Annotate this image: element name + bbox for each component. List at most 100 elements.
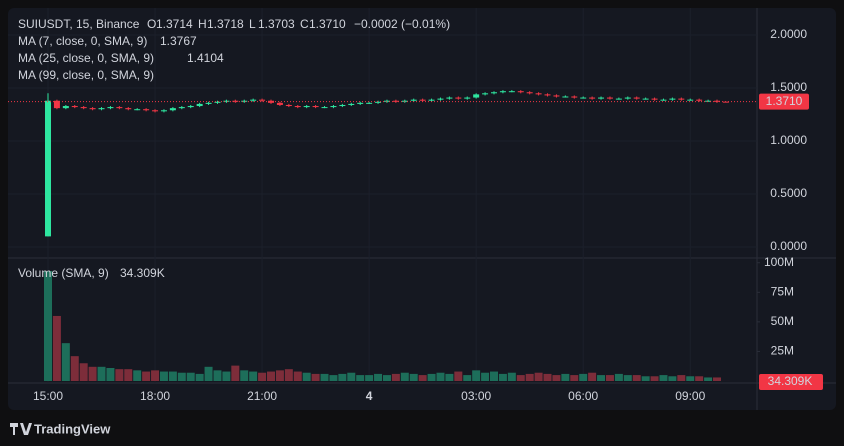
last-price-label: 1.3710 bbox=[766, 94, 803, 108]
candle-body bbox=[169, 108, 176, 111]
candle-body bbox=[446, 97, 453, 99]
candle-body bbox=[669, 98, 676, 100]
candle-body bbox=[375, 101, 382, 103]
candle-body bbox=[303, 106, 310, 108]
candle-body bbox=[482, 93, 489, 95]
volume-bar bbox=[124, 369, 133, 381]
volume-bar bbox=[418, 375, 427, 381]
candle-body bbox=[116, 107, 123, 109]
x-tick-label: 03:00 bbox=[461, 389, 491, 403]
candle-body bbox=[160, 110, 167, 112]
volume-bar bbox=[320, 373, 329, 381]
candle-body bbox=[580, 97, 587, 99]
indicator-label: MA (99, close, 0, SMA, 9) bbox=[18, 68, 154, 82]
indicator-label: MA (7, close, 0, SMA, 9) bbox=[18, 34, 147, 48]
y-tick-label: 75M bbox=[771, 284, 794, 298]
volume-bar bbox=[695, 376, 704, 381]
candle-body bbox=[250, 99, 257, 101]
volume-bar bbox=[534, 372, 543, 381]
candle-body bbox=[268, 100, 274, 103]
candle-body bbox=[187, 106, 194, 108]
candle-body bbox=[53, 100, 60, 109]
ohlc-value: 1.3718 bbox=[207, 17, 244, 31]
volume-bar bbox=[79, 363, 88, 381]
candle-body bbox=[491, 92, 497, 94]
indicator-value: 1.3767 bbox=[160, 34, 197, 48]
y-tick-label: 0.5000 bbox=[770, 186, 807, 200]
volume-bar bbox=[498, 373, 507, 381]
volume-bar bbox=[275, 370, 284, 381]
volume-bar bbox=[311, 373, 320, 381]
volume-bar bbox=[106, 367, 115, 381]
x-tick-label: 18:00 bbox=[140, 389, 170, 403]
volume-bar bbox=[356, 375, 365, 381]
ohlc-key: O bbox=[147, 17, 156, 31]
volume-bar bbox=[561, 373, 570, 381]
candle-body bbox=[687, 99, 694, 101]
volume-bar bbox=[168, 371, 177, 381]
y-tick-label: 1.0000 bbox=[770, 133, 807, 147]
candle-body bbox=[499, 91, 506, 93]
volume-bar bbox=[204, 366, 213, 381]
candle-body bbox=[696, 99, 703, 101]
volume-bar bbox=[507, 372, 516, 381]
volume-bar bbox=[713, 377, 721, 381]
volume-bar bbox=[463, 375, 472, 381]
candle-body bbox=[455, 97, 462, 99]
y-tick-label: 2.0000 bbox=[770, 27, 807, 41]
candle-body bbox=[642, 98, 649, 100]
candle-body bbox=[535, 93, 542, 95]
volume-bar bbox=[249, 371, 258, 381]
candle-body bbox=[598, 97, 605, 99]
volume-bar bbox=[579, 373, 588, 381]
candle-body bbox=[562, 96, 569, 98]
candle-body bbox=[294, 106, 301, 108]
volume-bar bbox=[159, 371, 168, 381]
candle-body bbox=[606, 97, 613, 99]
candle-body bbox=[428, 99, 435, 101]
candle-body bbox=[348, 103, 355, 105]
volume-bar bbox=[133, 370, 142, 381]
candle-body bbox=[410, 99, 417, 101]
volume-label-box bbox=[759, 374, 823, 390]
y-tick-label: 1.5000 bbox=[770, 80, 807, 94]
ohlc-key: L bbox=[249, 17, 256, 31]
tv-logo[interactable]: TradingView bbox=[10, 421, 111, 436]
volume-bar bbox=[570, 375, 579, 381]
volume-bar bbox=[516, 375, 525, 381]
candle-body bbox=[89, 108, 96, 110]
candle-body bbox=[232, 100, 239, 102]
volume-bar bbox=[52, 315, 61, 381]
indicator-label: MA (25, close, 0, SMA, 9) bbox=[18, 51, 154, 65]
volume-bar bbox=[490, 371, 498, 381]
y-tick-label: 100M bbox=[764, 255, 794, 269]
candle-body bbox=[419, 99, 426, 101]
volume-bar bbox=[623, 375, 632, 381]
volume-bar bbox=[222, 371, 231, 381]
candle-body bbox=[98, 108, 105, 110]
symbol-label: SUIUSDT, 15, Binance bbox=[18, 17, 140, 31]
candle-body bbox=[437, 98, 444, 100]
volume-bar bbox=[605, 375, 614, 381]
candle-body bbox=[285, 104, 292, 107]
volume-bar bbox=[293, 371, 302, 381]
indicator-value: 1.4104 bbox=[187, 51, 224, 65]
volume-bar bbox=[650, 376, 659, 381]
volume-bar bbox=[481, 372, 490, 381]
volume-bar bbox=[400, 372, 409, 381]
candle-body bbox=[615, 98, 622, 100]
candle-body bbox=[125, 108, 132, 110]
volume-bar bbox=[195, 373, 204, 381]
candle-body bbox=[553, 95, 560, 97]
volume-bar bbox=[213, 370, 222, 381]
candle-body bbox=[143, 109, 150, 111]
candle-body bbox=[178, 107, 185, 109]
volume-bar bbox=[382, 375, 391, 381]
x-tick-label: 21:00 bbox=[247, 389, 277, 403]
volume-bar bbox=[70, 356, 79, 381]
volume-bar bbox=[186, 372, 195, 381]
candle-body bbox=[205, 102, 212, 104]
x-tick-label: 15:00 bbox=[33, 389, 63, 403]
volume-bar bbox=[525, 373, 534, 381]
